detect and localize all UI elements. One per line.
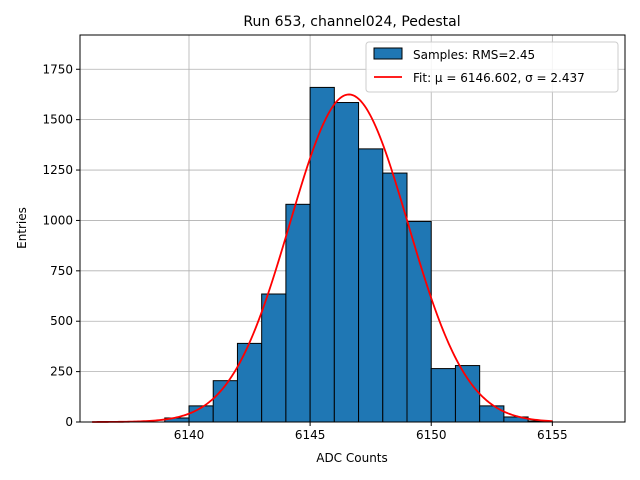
histogram-bar-11	[430, 368, 456, 423]
histogram-bar-10	[406, 220, 432, 423]
legend-samples-label: Samples: RMS=2.45	[413, 48, 535, 62]
x-tick-label-1: 6145	[295, 428, 326, 442]
chart-title: Run 653, channel024, Pedestal	[243, 14, 460, 30]
y-axis-ticks: 0 250 500 750 1000 1250 1500 1750	[42, 62, 80, 429]
x-axis-label: ADC Counts	[316, 451, 388, 465]
fit-curve	[92, 93, 553, 423]
y-tick-label-2: 500	[50, 314, 73, 328]
y-tick-label-7: 1750	[42, 62, 73, 76]
histogram-bar-3	[236, 342, 263, 423]
x-axis-ticks: 6140 6145 6150 6155	[174, 422, 568, 442]
y-tick-label-4: 1000	[42, 213, 73, 227]
y-tick-label-3: 750	[50, 264, 73, 278]
y-tick-label-1: 250	[50, 365, 73, 379]
legend-box	[365, 41, 619, 93]
x-tick-label-2: 6150	[416, 428, 447, 442]
y-tick-label-0: 0	[65, 415, 73, 429]
histogram-bar-2	[212, 380, 238, 423]
histogram-bar-6	[309, 86, 335, 423]
legend: Samples: RMS=2.45 Fit: μ = 6146.602, σ =…	[365, 41, 619, 93]
y-tick-label-6: 1500	[42, 113, 73, 127]
histogram-bar-8	[358, 148, 384, 423]
x-tick-label-0: 6140	[174, 428, 205, 442]
histogram-bar-9	[382, 172, 408, 423]
plot-frame	[79, 34, 626, 423]
histogram-bar-5	[285, 203, 311, 423]
histogram-bars	[164, 86, 553, 423]
histogram-bar-12	[454, 365, 481, 423]
y-axis-label: Entries	[15, 207, 29, 249]
legend-fit-label: Fit: μ = 6146.602, σ = 2.437	[413, 71, 585, 85]
histogram-bar-13	[479, 405, 505, 423]
x-tick-label-3: 6155	[537, 428, 568, 442]
fit-curve-group	[92, 93, 553, 423]
y-tick-label-5: 1250	[42, 163, 73, 177]
histogram-bar-4	[261, 293, 287, 423]
histogram-bar-7	[333, 102, 360, 423]
legend-samples-swatch	[373, 47, 403, 60]
